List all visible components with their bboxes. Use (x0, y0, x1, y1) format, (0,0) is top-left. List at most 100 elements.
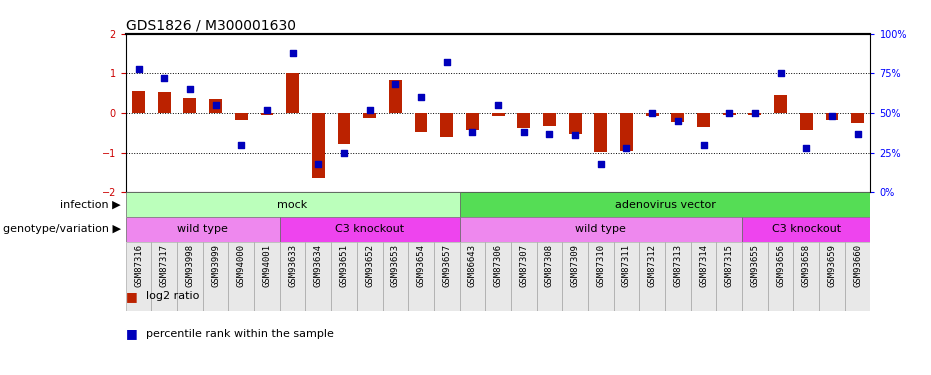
Bar (331, 242, 357, 311)
Text: GSM93654: GSM93654 (416, 244, 425, 287)
Bar (286, 72, 299, 113)
Bar (228, 242, 254, 311)
Bar (152, 242, 177, 311)
Bar (511, 242, 536, 311)
Text: GSM87307: GSM87307 (519, 244, 528, 287)
Text: GSM93659: GSM93659 (828, 244, 836, 287)
Point (260, 107, 275, 113)
Text: GSM93655: GSM93655 (750, 244, 760, 287)
Text: GSM93656: GSM93656 (776, 244, 785, 287)
Bar (389, 81, 402, 113)
Bar (363, 113, 376, 118)
Text: GSM94001: GSM94001 (263, 244, 272, 287)
Bar (620, 113, 633, 150)
Point (465, 129, 479, 135)
Text: GSM93653: GSM93653 (391, 244, 399, 287)
Bar (126, 242, 152, 311)
Bar (460, 192, 870, 217)
Text: GSM87311: GSM87311 (622, 244, 631, 287)
Bar (440, 113, 453, 138)
Bar (357, 242, 383, 311)
Bar (209, 99, 222, 113)
Point (696, 142, 711, 148)
Text: percentile rank within the sample: percentile rank within the sample (146, 329, 334, 339)
Bar (383, 242, 408, 311)
Bar (261, 113, 274, 115)
Bar (646, 113, 658, 116)
Text: ■: ■ (126, 290, 138, 303)
Bar (460, 217, 742, 242)
Bar (742, 242, 768, 311)
Text: GDS1826 / M300001630: GDS1826 / M300001630 (126, 19, 296, 33)
Point (799, 145, 814, 151)
Bar (697, 113, 710, 127)
Text: ■: ■ (126, 327, 138, 340)
Point (645, 110, 660, 116)
Bar (594, 113, 607, 152)
Point (156, 75, 171, 81)
Point (722, 110, 736, 116)
Bar (826, 113, 839, 120)
Bar (742, 217, 870, 242)
Text: GSM87312: GSM87312 (648, 244, 656, 287)
Text: GSM87314: GSM87314 (699, 244, 708, 287)
Point (234, 142, 249, 148)
Point (362, 107, 377, 113)
Bar (665, 242, 691, 311)
Text: GSM87316: GSM87316 (134, 244, 143, 287)
Text: GSM87306: GSM87306 (493, 244, 503, 287)
Text: GSM87315: GSM87315 (724, 244, 734, 287)
Text: GSM86643: GSM86643 (468, 244, 477, 287)
Bar (844, 242, 870, 311)
Text: GSM93633: GSM93633 (288, 244, 297, 287)
Point (619, 145, 634, 151)
Point (593, 160, 608, 166)
Point (336, 150, 351, 156)
Bar (183, 98, 196, 113)
Text: GSM93652: GSM93652 (365, 244, 374, 287)
Bar (414, 113, 427, 132)
Text: GSM93634: GSM93634 (314, 244, 323, 287)
Bar (722, 113, 735, 114)
Text: GSM93658: GSM93658 (802, 244, 811, 287)
Bar (177, 242, 203, 311)
Text: GSM93660: GSM93660 (853, 244, 862, 287)
Point (311, 160, 326, 166)
Point (285, 50, 300, 56)
Bar (562, 242, 588, 311)
Point (568, 132, 583, 138)
Point (491, 102, 506, 108)
Point (670, 118, 685, 124)
Point (542, 130, 557, 136)
Point (773, 70, 788, 76)
Bar (126, 192, 460, 217)
Bar (640, 242, 665, 311)
Text: GSM93657: GSM93657 (442, 244, 452, 287)
Text: GSM87313: GSM87313 (673, 244, 682, 287)
Text: GSM87308: GSM87308 (545, 244, 554, 287)
Point (413, 94, 428, 100)
Point (131, 66, 146, 72)
Bar (203, 242, 228, 311)
Bar (254, 242, 280, 311)
Bar (132, 91, 145, 113)
Bar (434, 242, 460, 311)
Text: genotype/variation ▶: genotype/variation ▶ (3, 224, 121, 234)
Bar (518, 113, 530, 128)
Point (388, 81, 403, 87)
Bar (588, 242, 614, 311)
Bar (569, 113, 582, 134)
Bar (768, 242, 793, 311)
Bar (793, 242, 819, 311)
Bar (235, 113, 248, 120)
Bar (492, 113, 505, 116)
Bar (671, 113, 684, 122)
Bar (312, 113, 325, 178)
Text: GSM87317: GSM87317 (160, 244, 169, 287)
Text: wild type: wild type (575, 224, 627, 234)
Point (850, 130, 865, 136)
Bar (543, 113, 556, 126)
Text: adenovirus vector: adenovirus vector (614, 200, 715, 210)
Text: GSM87310: GSM87310 (597, 244, 605, 287)
Point (182, 86, 197, 92)
